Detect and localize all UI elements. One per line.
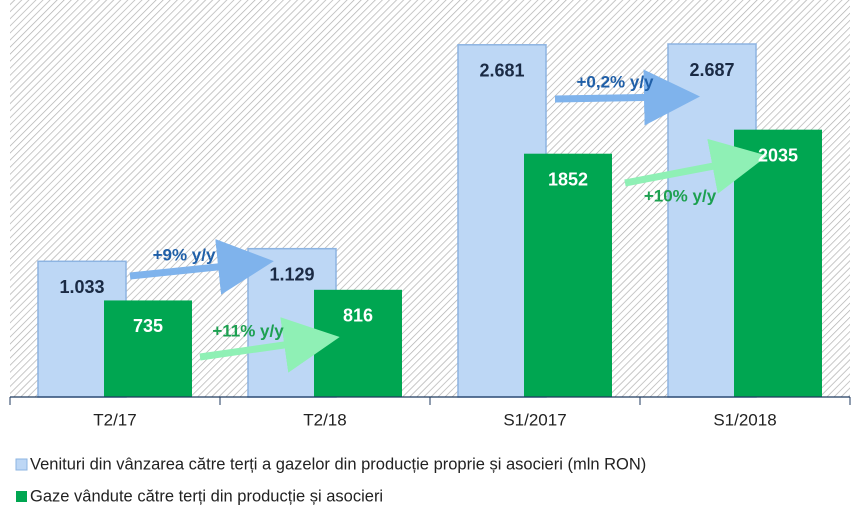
arrow [554,69,700,126]
legend-label: Gaze vândute către terți din producție ș… [30,487,383,505]
annotation: +9% y/y [153,245,216,264]
annotation: +10% y/y [644,186,717,205]
data-label: 1852 [548,169,588,189]
legend-label: Venituri din vânzarea către terți a gaze… [30,455,646,473]
legend-swatch [15,458,28,471]
x-tick-label: S1/2018 [713,410,776,429]
arrow [129,239,274,295]
legend-swatch [16,491,27,502]
x-tick-label: S1/2017 [503,410,566,429]
x-tick-label: T2/17 [93,410,136,429]
bar [734,129,822,397]
x-tick-label: T2/18 [303,410,346,429]
bar [524,153,612,397]
data-label: 735 [133,316,163,336]
data-label: 816 [343,306,373,326]
arrow [199,317,340,373]
annotation: +0,2% y/y [576,72,654,91]
annotation: +11% y/y [212,321,284,340]
data-label: 2035 [758,145,798,165]
data-label: 2.681 [479,61,524,81]
bar [104,300,192,397]
data-label: 2.687 [689,60,734,80]
data-label: 1.033 [59,277,104,297]
data-label: 1.129 [269,264,314,284]
arrow [624,138,768,194]
